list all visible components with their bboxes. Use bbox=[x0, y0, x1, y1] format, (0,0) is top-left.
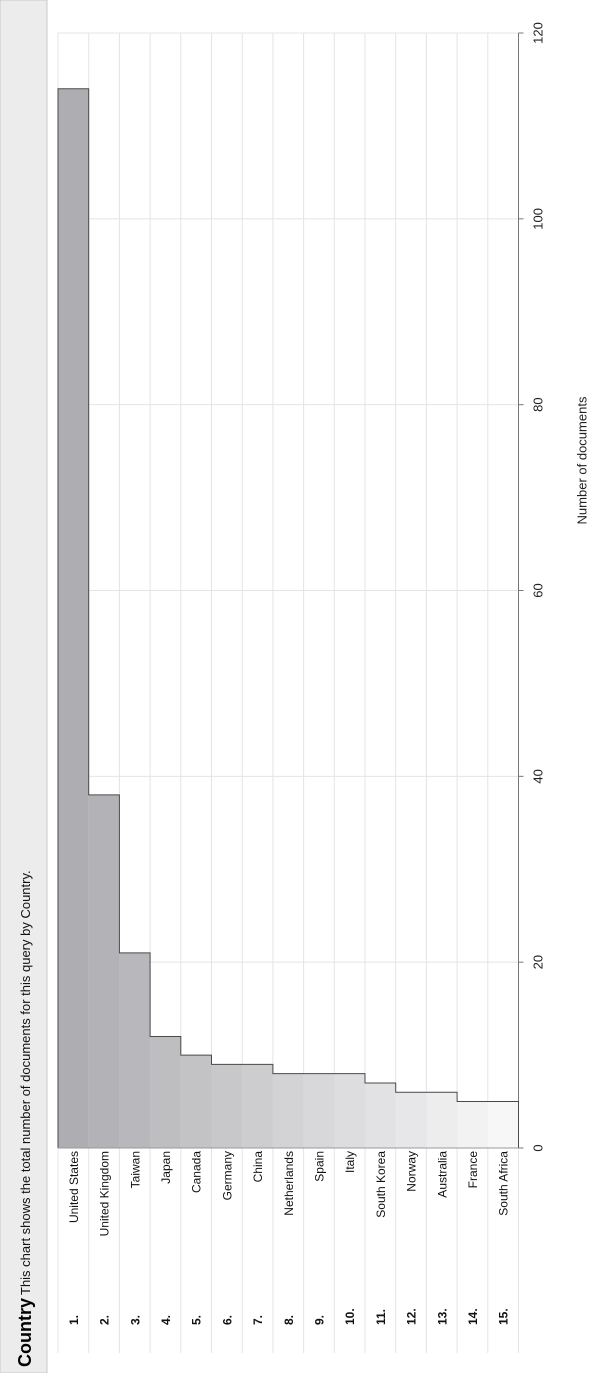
category-label: Netherlands bbox=[282, 1151, 296, 1216]
bar-germany bbox=[211, 1064, 243, 1148]
bar-japan bbox=[150, 1036, 181, 1148]
category-label: Norway bbox=[405, 1151, 419, 1192]
bar-outline bbox=[57, 88, 519, 1148]
rank-label: 11. bbox=[374, 1309, 388, 1325]
bar-spain bbox=[303, 1073, 335, 1148]
category-label: France bbox=[466, 1151, 480, 1189]
bar-france bbox=[457, 1101, 488, 1148]
plot-area: 1. United States 2. United Kingdom 3. Taiwan 4… bbox=[57, 22, 590, 1353]
bar-china bbox=[242, 1064, 273, 1148]
header-bar bbox=[0, 0, 48, 1373]
category-label: Canada bbox=[190, 1151, 204, 1193]
rank-label: 2. bbox=[98, 1315, 112, 1325]
tick-label: 80 bbox=[531, 397, 546, 411]
rank-label: 15. bbox=[497, 1308, 511, 1325]
bar-netherlands bbox=[272, 1073, 304, 1148]
rank-label: 5. bbox=[190, 1315, 204, 1325]
bar-taiwan bbox=[119, 952, 151, 1148]
category-label: South Korea bbox=[374, 1151, 388, 1218]
rank-label: 4. bbox=[159, 1315, 173, 1325]
category-label: Spain bbox=[312, 1151, 326, 1182]
rank-label: 9. bbox=[312, 1315, 326, 1325]
rank-label: 6. bbox=[220, 1315, 234, 1325]
tick-label: 120 bbox=[531, 22, 546, 44]
category-label: Australia bbox=[435, 1151, 449, 1198]
tick-label: 40 bbox=[531, 769, 546, 783]
tick-label: 100 bbox=[531, 208, 546, 230]
rank-label: 13. bbox=[435, 1308, 449, 1325]
tick-label: 0 bbox=[531, 1144, 546, 1151]
chart-description: This chart shows the total number of doc… bbox=[18, 870, 33, 1295]
rank-label: 14. bbox=[466, 1308, 480, 1325]
section-title: Country bbox=[15, 1298, 35, 1367]
tick-label: 60 bbox=[531, 583, 546, 597]
bar-south-africa bbox=[487, 1101, 519, 1148]
bar-canada bbox=[180, 1055, 212, 1148]
category-label: China bbox=[251, 1151, 265, 1183]
category-label: South Africa bbox=[497, 1151, 511, 1216]
category-label: Italy bbox=[343, 1151, 357, 1173]
bar-australia bbox=[426, 1092, 458, 1148]
category-label: Taiwan bbox=[128, 1151, 142, 1188]
bar-italy bbox=[334, 1073, 365, 1148]
bar-united-states bbox=[58, 88, 89, 1148]
category-label: United Kingdom bbox=[98, 1151, 112, 1236]
bar-south-korea bbox=[365, 1082, 396, 1148]
tick-label: 20 bbox=[531, 955, 546, 969]
bar-norway bbox=[395, 1092, 427, 1148]
value-axis-title: Number of documents bbox=[575, 396, 590, 524]
rank-label: 12. bbox=[405, 1308, 419, 1325]
rank-label: 7. bbox=[251, 1315, 265, 1325]
category-label: Japan bbox=[159, 1151, 173, 1184]
bar-united-kingdom bbox=[88, 794, 120, 1148]
category-label: United States bbox=[67, 1151, 81, 1223]
rank-label: 10. bbox=[343, 1308, 357, 1325]
rank-label: 8. bbox=[282, 1315, 296, 1325]
category-label: Germany bbox=[220, 1151, 234, 1200]
rank-label: 1. bbox=[67, 1315, 81, 1325]
rank-label: 3. bbox=[128, 1315, 142, 1325]
